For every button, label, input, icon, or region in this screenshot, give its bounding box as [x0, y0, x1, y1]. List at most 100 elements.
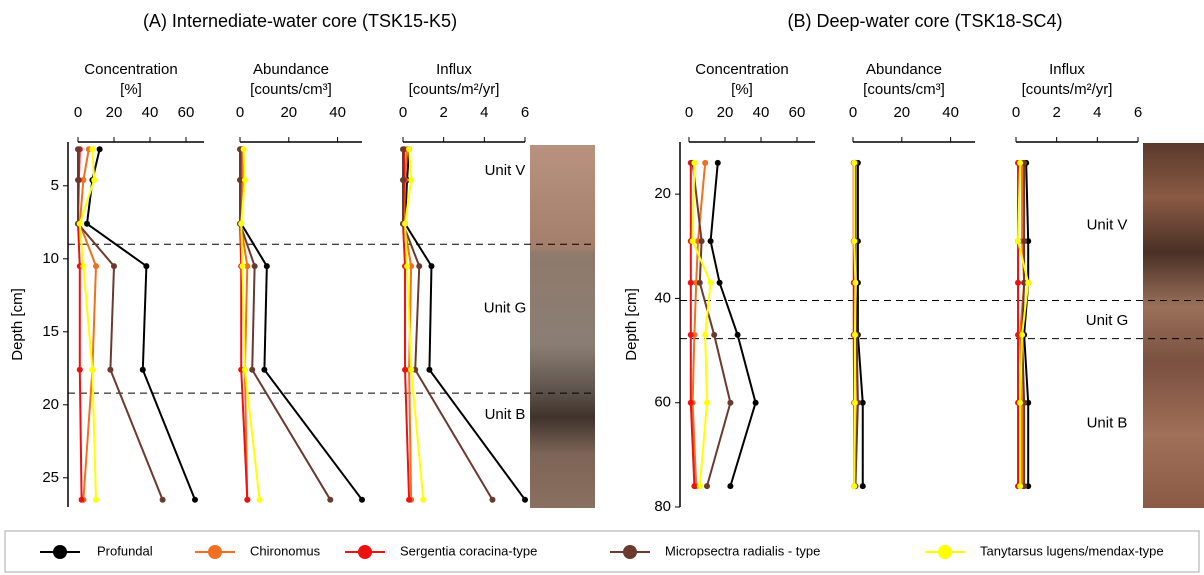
series-point	[851, 483, 858, 490]
series-point	[851, 159, 858, 166]
series-line	[404, 149, 526, 501]
panel-title: Abundance	[866, 61, 942, 78]
x-tick-label: 40	[142, 104, 159, 121]
series-point	[1017, 159, 1024, 166]
core-title: (A) Internediate-water core (TSK15-K5)	[143, 11, 457, 31]
series-point	[192, 496, 198, 503]
unit-label: Unit B	[1087, 415, 1128, 432]
legend-label: Profundal	[97, 543, 153, 558]
panel-unit: [counts/m²/yr]	[1022, 81, 1113, 98]
legend-marker	[53, 545, 67, 559]
series-point	[139, 366, 146, 373]
series-point	[327, 496, 334, 503]
series-line	[403, 149, 413, 500]
series-line	[691, 162, 732, 487]
x-tick-label: 60	[789, 104, 806, 121]
panel-title: Abundance	[253, 61, 329, 78]
series-line	[1021, 162, 1026, 487]
series-line	[1023, 162, 1030, 487]
series-point	[1015, 238, 1022, 245]
series-point	[241, 366, 248, 373]
series-point	[704, 483, 710, 490]
series-point	[406, 496, 413, 503]
legend-label: Tanytarsus lugens/mendax-type	[980, 543, 1164, 558]
x-tick-label: 4	[480, 104, 488, 121]
legend-marker	[358, 545, 372, 559]
y-tick-label: 15	[42, 323, 59, 340]
series-point	[1021, 238, 1028, 245]
series-point	[687, 331, 694, 338]
y-tick-label: 60	[654, 394, 671, 411]
series-point	[702, 331, 709, 338]
series-point	[256, 496, 263, 503]
x-tick-label: 0	[236, 104, 244, 121]
series-point	[89, 146, 96, 153]
series-line	[689, 162, 696, 487]
series-point	[416, 263, 423, 270]
series-point	[239, 263, 246, 270]
panel-title: Influx	[1049, 61, 1085, 78]
series-point	[752, 399, 759, 406]
series-point	[84, 220, 90, 227]
series-point	[691, 159, 698, 166]
series-point	[75, 146, 81, 153]
series-line	[401, 149, 411, 500]
x-tick-label: 20	[106, 104, 123, 121]
series-line	[1019, 162, 1026, 487]
panel-unit: [counts/cm³]	[863, 81, 945, 98]
series-point	[93, 263, 99, 270]
series-point	[420, 496, 427, 503]
series-point	[711, 331, 718, 338]
series-point	[687, 399, 694, 406]
series-point	[241, 176, 248, 183]
y-axis-label: Depth [cm]	[9, 288, 26, 361]
series-point	[359, 496, 365, 503]
series-point	[111, 263, 117, 270]
panel-title: Concentration	[84, 61, 177, 78]
series-point	[428, 263, 435, 270]
unit-label: Unit G	[484, 299, 527, 316]
series-point	[851, 331, 858, 338]
y-tick-label: 10	[42, 250, 59, 267]
series-point	[96, 146, 103, 153]
unit-label: Unit B	[485, 406, 526, 423]
series-point	[80, 176, 87, 183]
series-point	[75, 176, 81, 183]
core-image	[530, 145, 595, 508]
x-tick-label: 0	[74, 104, 82, 121]
series-point	[1017, 399, 1024, 406]
series-point	[851, 399, 858, 406]
panel-title: Influx	[436, 61, 472, 78]
series-point	[696, 279, 703, 286]
y-tick-label: 80	[654, 498, 671, 515]
legend-label: Chironomus	[250, 543, 321, 558]
x-tick-label: 40	[329, 104, 346, 121]
x-tick-label: 2	[1052, 104, 1060, 121]
series-line	[239, 149, 332, 501]
series-point	[714, 159, 721, 166]
x-tick-label: 20	[893, 104, 910, 121]
x-tick-label: 0	[399, 104, 407, 121]
panel-unit: [%]	[120, 81, 142, 98]
core-image	[1143, 143, 1204, 508]
series-line	[78, 149, 98, 500]
series-line	[240, 149, 363, 501]
series-line	[77, 149, 164, 501]
series-point	[159, 496, 166, 503]
series-line	[240, 149, 261, 500]
series-point	[408, 176, 415, 183]
panel-unit: [counts/m²/yr]	[409, 81, 500, 98]
x-tick-label: 6	[521, 104, 529, 121]
series-point	[404, 263, 411, 270]
series-point	[522, 496, 528, 503]
core-title: (B) Deep-water core (TSK18-SC4)	[787, 11, 1062, 31]
unit-label: Unit G	[1086, 312, 1129, 329]
series-point	[707, 238, 714, 245]
x-tick-label: 2	[439, 104, 447, 121]
x-tick-label: 0	[849, 104, 857, 121]
series-point	[93, 496, 99, 503]
series-line	[856, 162, 864, 487]
series-point	[727, 483, 734, 490]
legend-box	[4, 530, 1200, 573]
series-point	[1015, 279, 1022, 286]
